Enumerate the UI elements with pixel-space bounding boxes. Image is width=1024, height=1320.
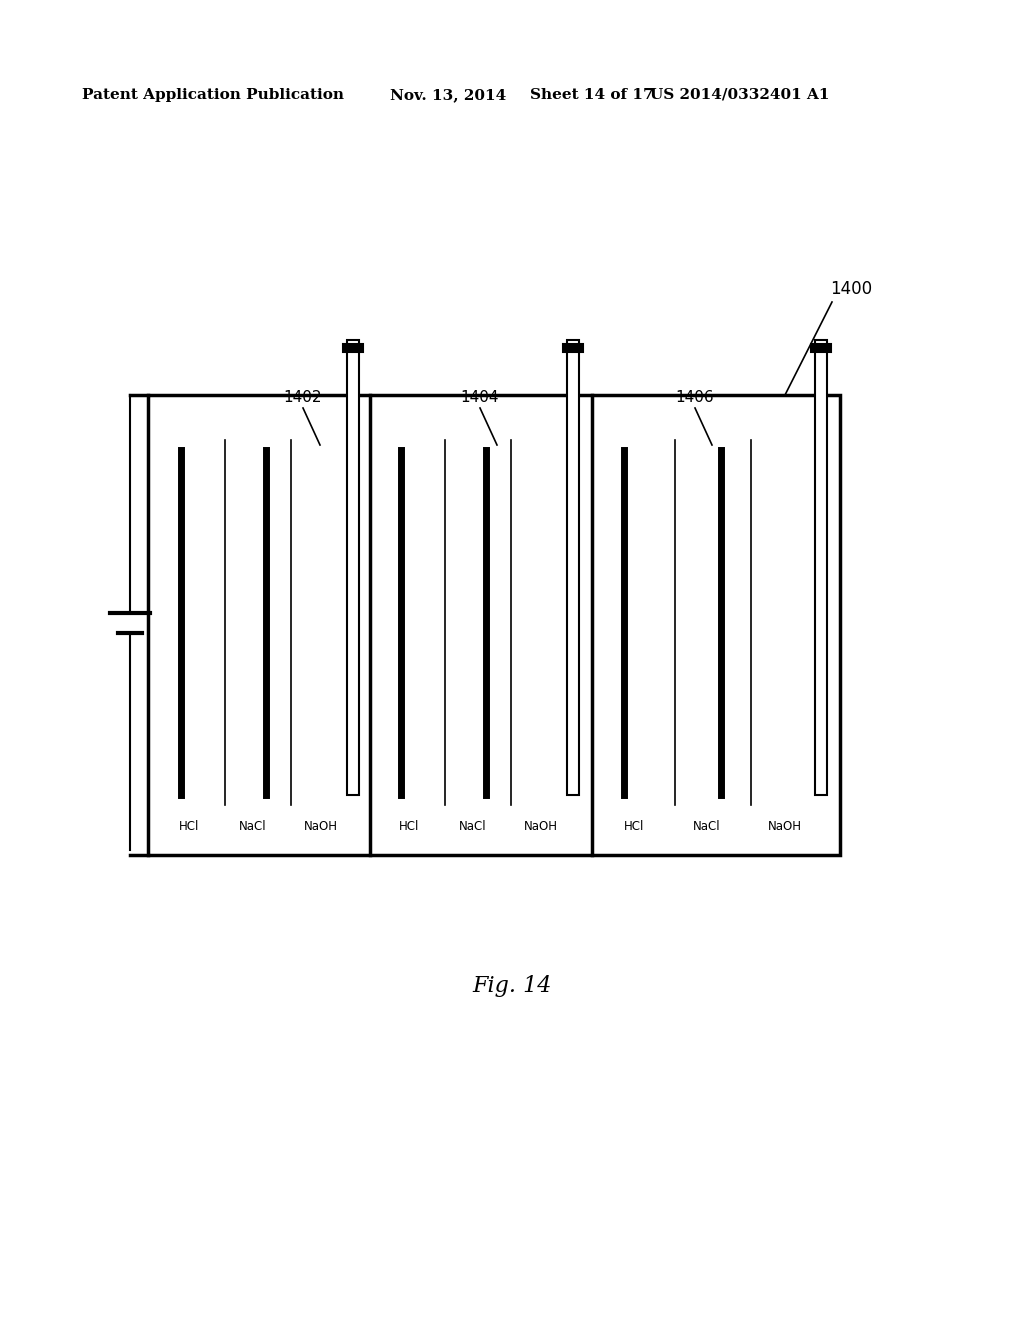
Text: US 2014/0332401 A1: US 2014/0332401 A1	[650, 88, 829, 102]
Text: Sheet 14 of 17: Sheet 14 of 17	[530, 88, 653, 102]
Bar	[811, 345, 831, 352]
Text: 1400: 1400	[830, 280, 872, 298]
Text: NaCl: NaCl	[693, 820, 721, 833]
Text: 1406: 1406	[676, 389, 715, 405]
Text: HCl: HCl	[399, 820, 419, 833]
Text: NaCl: NaCl	[240, 820, 267, 833]
Bar	[343, 345, 364, 352]
Text: Nov. 13, 2014: Nov. 13, 2014	[390, 88, 506, 102]
Text: 1402: 1402	[284, 389, 323, 405]
Text: HCl: HCl	[179, 820, 200, 833]
Text: Patent Application Publication: Patent Application Publication	[82, 88, 344, 102]
Text: NaCl: NaCl	[459, 820, 486, 833]
Bar	[815, 341, 827, 795]
Bar	[347, 341, 359, 795]
Text: NaOH: NaOH	[768, 820, 802, 833]
Text: 1404: 1404	[461, 389, 500, 405]
Bar	[148, 395, 840, 855]
Bar	[567, 341, 580, 795]
Bar	[563, 345, 583, 352]
Text: Fig. 14: Fig. 14	[472, 975, 552, 997]
Text: NaOH: NaOH	[524, 820, 558, 833]
Text: NaOH: NaOH	[304, 820, 338, 833]
Text: HCl: HCl	[624, 820, 644, 833]
